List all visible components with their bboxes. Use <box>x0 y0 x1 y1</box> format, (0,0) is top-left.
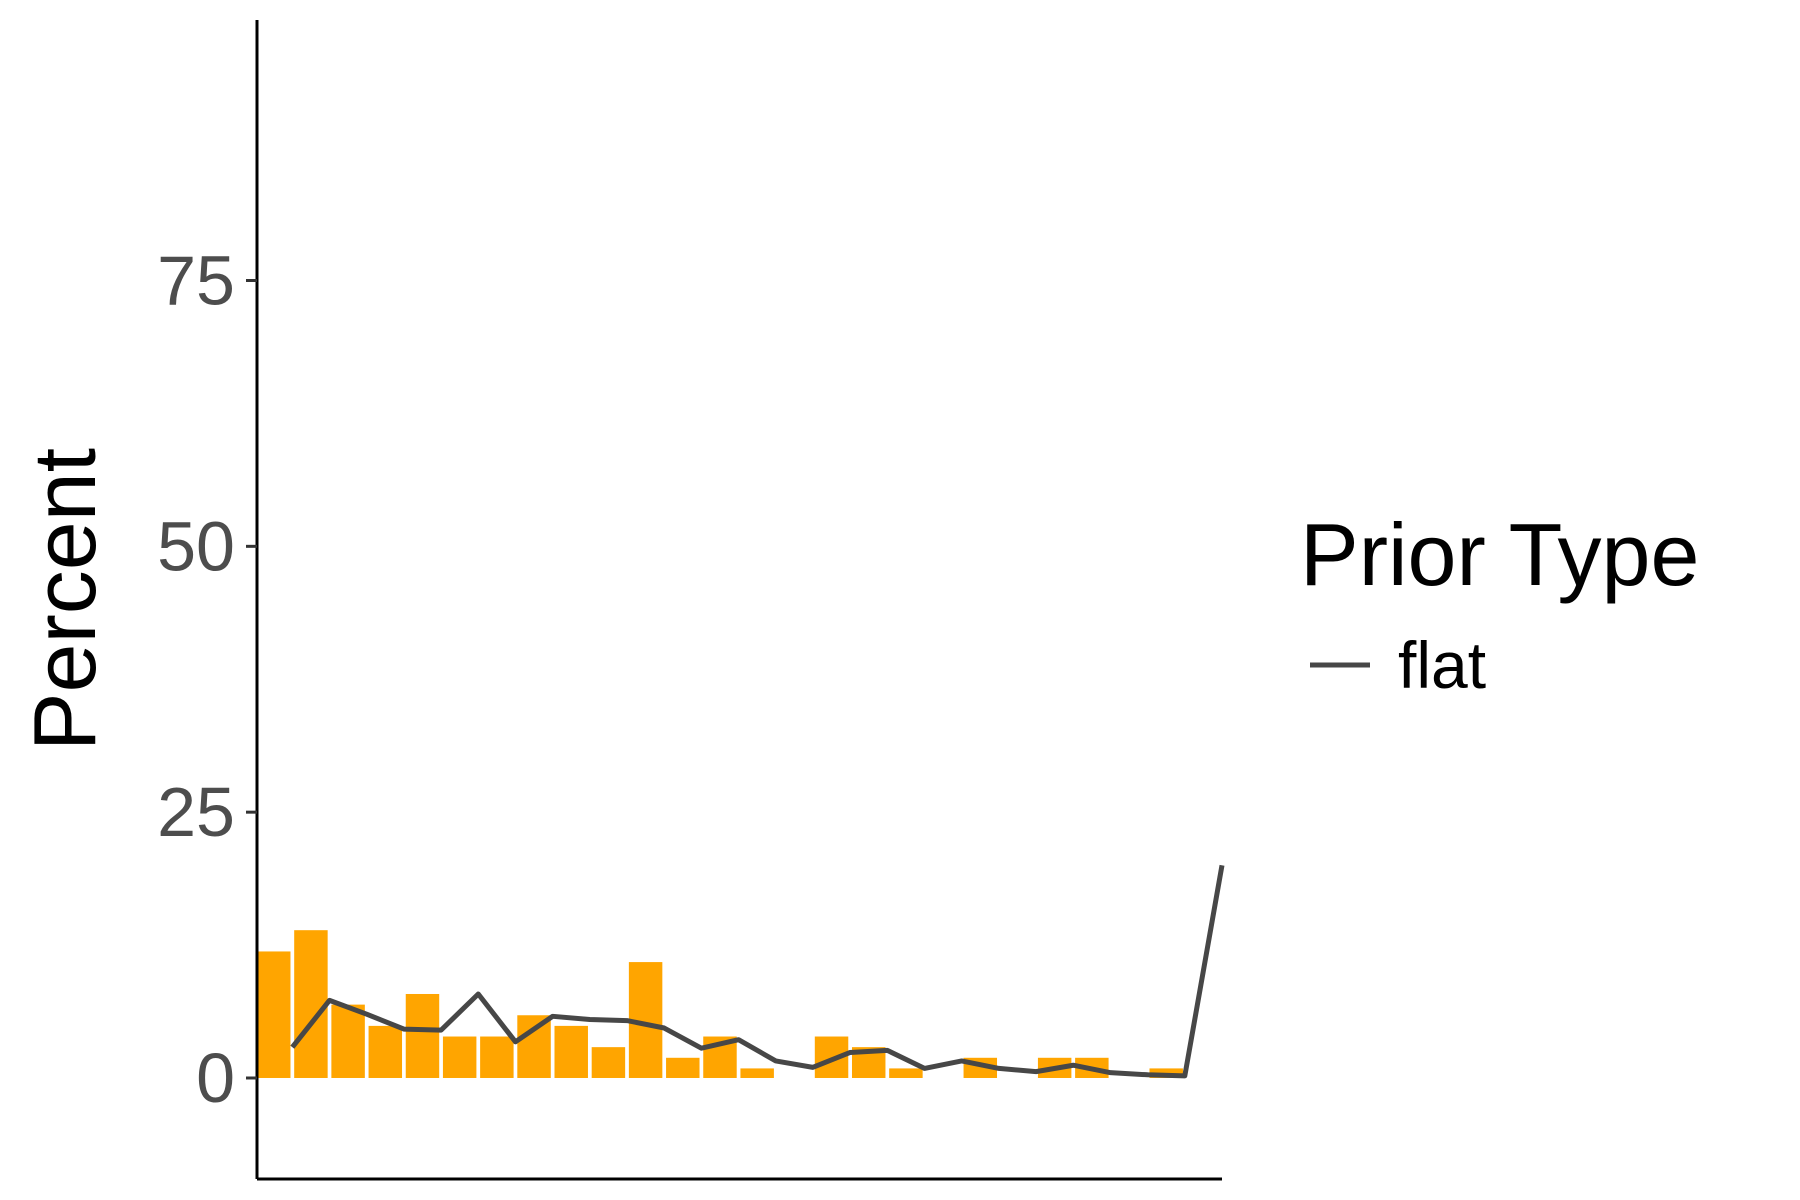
bar <box>740 1068 774 1078</box>
series-line-flat <box>290 864 1225 1079</box>
legend-title: Prior Type <box>1300 505 1699 604</box>
bar <box>517 1015 551 1078</box>
legend: Prior Type flat <box>1300 505 1699 702</box>
bar <box>666 1057 700 1078</box>
bar <box>368 1025 403 1078</box>
axes: 0 25 50 75 <box>157 20 1222 1181</box>
bar <box>331 1004 365 1078</box>
legend-label: flat <box>1398 628 1486 702</box>
y-tick-label: 50 <box>157 507 235 585</box>
bar <box>294 930 328 1078</box>
bar <box>554 1025 588 1078</box>
bar <box>405 993 440 1078</box>
bar <box>442 1036 477 1078</box>
bars <box>257 930 1183 1078</box>
bar <box>889 1068 923 1078</box>
legend-entries: flat <box>1310 628 1486 702</box>
bar <box>591 1047 626 1078</box>
y-axis-label: Percent <box>15 448 114 751</box>
bar <box>257 951 291 1078</box>
y-tick-label: 0 <box>196 1039 235 1117</box>
y-tick-label: 75 <box>157 242 235 320</box>
y-tick-label: 25 <box>157 773 235 851</box>
line-series <box>290 864 1225 1079</box>
y-ticks: 0 25 50 75 <box>157 242 257 1117</box>
bar <box>480 1036 514 1078</box>
